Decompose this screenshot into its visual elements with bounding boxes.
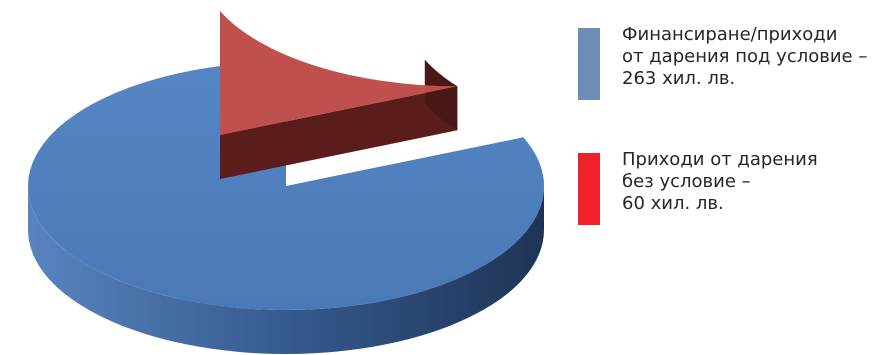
legend: Финансиране/приходи от дарения под услов… [578,24,878,274]
legend-swatch-conditional [578,28,600,100]
slice-unconditional [220,11,458,135]
slice-unconditional-side [220,86,458,179]
legend-item-conditional: Финансиране/приходи от дарения под услов… [578,24,878,149]
legend-label-conditional: Финансиране/приходи от дарения под услов… [622,24,868,89]
legend-label-unconditional: Приходи от дарения без условие – 60 хил.… [622,149,818,214]
slice-unconditional-arc-side [424,59,458,131]
legend-item-unconditional: Приходи от дарения без условие – 60 хил.… [578,149,878,274]
legend-swatch-unconditional [578,153,600,225]
slice-conditional [28,62,545,310]
slice-conditional-side [28,186,544,354]
